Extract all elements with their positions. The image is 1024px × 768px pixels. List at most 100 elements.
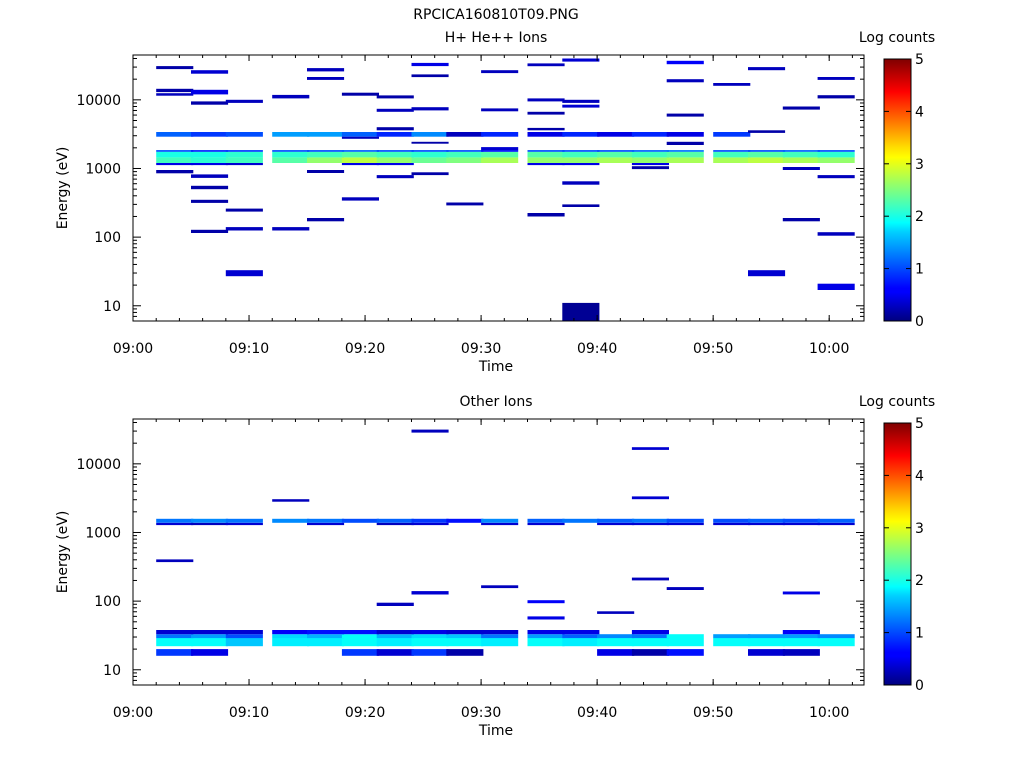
heatmap-cell [782,218,820,222]
x-tick-label: 09:20 [345,341,385,357]
heatmap-cell [631,151,669,158]
heatmap-cell [631,157,669,163]
heatmap-cell [225,132,263,137]
heatmap-cell [446,649,484,656]
heatmap-cell [341,136,379,139]
heatmap-cell [156,638,194,647]
heatmap-cell [597,150,635,152]
heatmap-cell [817,283,855,290]
heatmap-cell [341,132,379,137]
heatmap-cell [481,150,519,152]
heatmap-cell [191,522,229,526]
heatmap-cell [713,83,751,86]
heatmap-cell [341,630,379,635]
colorbar-tick-label: 2 [915,209,924,225]
heatmap-cell [376,638,414,647]
heatmap-cell [631,496,669,500]
heatmap-cell [225,634,263,639]
heatmap-cell [527,111,565,115]
heatmap-cell [307,150,345,152]
heatmap-cell [272,157,310,163]
heatmap-cell [782,634,820,639]
heatmap-cell [527,518,565,523]
heatmap-cell [156,559,194,563]
heatmap-cell [191,132,229,137]
colorbar-ticks: 0 1 2 3 4 5 [884,416,924,694]
x-tick-label: 09:10 [229,341,269,357]
heatmap-cell [225,150,263,152]
colorbar: Log counts 0 1 2 3 4 5 [859,394,935,694]
x-tick-label: 09:00 [113,341,153,357]
heatmap-cell [191,518,229,523]
heatmap-cell [376,150,414,152]
heatmap-cell [376,649,414,656]
heatmap-cell [446,132,484,137]
heatmap-cell [481,522,519,526]
x-tick-label: 10:00 [809,705,849,721]
heatmap-cell [666,132,704,137]
heatmap-cell [411,591,449,595]
heatmap-cell [666,150,704,152]
heatmap-cell [481,157,519,163]
heatmap-cell [307,218,345,222]
heatmap-cell [156,649,194,656]
heatmap-cell [225,208,263,212]
heatmap-cell [191,649,229,656]
heatmap-cell [597,611,635,614]
colorbar-gradient [884,59,911,321]
heatmap-cell [562,638,600,647]
heatmap-cell [307,634,345,639]
heatmap-cell [597,157,635,163]
heatmap-cell [156,518,194,523]
heatmap-cell [562,58,600,62]
heatmap-cell [272,151,310,158]
heatmap-cell [341,634,379,639]
heatmap-cell [527,600,565,604]
heatmap-cell [272,499,310,502]
heatmap-cell [748,638,786,647]
heatmap-cell [527,213,565,217]
heatmap-cell [631,132,669,137]
heatmap-cell [156,522,194,526]
heatmap-cell [411,107,449,111]
heatmap-cell [191,199,229,203]
heatmap-cell [748,150,786,152]
heatmap-cell [527,157,565,163]
heatmap-cell [817,232,855,236]
heatmap-cell [307,522,345,526]
heatmap-cell [446,151,484,158]
heatmap-cell [376,95,414,99]
heatmap-cell [748,130,786,133]
heatmap-cell [631,163,669,166]
heatmap-cell [191,150,229,152]
colorbar-tick-label: 3 [915,521,924,537]
heatmap-cell [562,634,600,639]
colorbar-frame [883,58,912,322]
heatmap-cell [272,150,310,152]
heatmap-cell [156,157,194,163]
heatmap-cell [631,634,669,639]
heatmap-cell [817,157,855,163]
heatmap-cell [562,150,600,152]
y-tick-label: 10000 [76,93,121,109]
plot-frame [132,418,865,686]
heatmap-cell [156,132,194,137]
heatmap-cell [527,522,565,526]
x-tick-label: 09:40 [577,341,617,357]
heatmap-cell [666,649,704,656]
heatmap-cell [191,174,229,178]
heatmap-cell [666,113,704,117]
heatmap-cell [748,518,786,523]
heatmap-cell [156,170,194,174]
heatmap-cell [597,522,635,526]
x-tick-label: 09:50 [693,705,733,721]
heatmap-cell [272,630,310,635]
heatmap-cell [376,127,414,131]
y-tick-label: 10 [103,663,121,679]
heatmap-cell [411,62,449,67]
heatmap-cell [748,522,786,526]
heatmap-cell [631,638,669,647]
heatmap-cell [341,197,379,201]
heatmap-cell [631,649,669,656]
x-tick-label: 10:00 [809,341,849,357]
